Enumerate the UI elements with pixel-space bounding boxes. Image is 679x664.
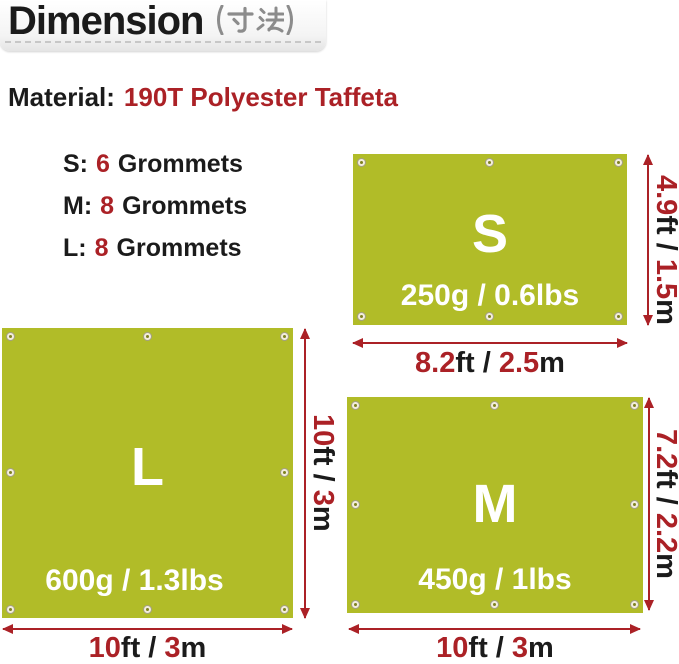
dim-unit: ft: [120, 632, 141, 664]
dim-number: 2.2: [650, 512, 679, 554]
grommet-icon: [614, 312, 623, 321]
row-text: Grommets: [117, 150, 243, 178]
s-width-label: 8.2ft / 2.5m: [353, 349, 627, 378]
grommet-icon: [280, 332, 289, 341]
s-height-arrow: [643, 154, 653, 326]
grommet-icon: [351, 500, 360, 509]
grommet-icon: [357, 158, 366, 167]
grommet-icon: [357, 312, 366, 321]
dim-number: 8.2: [415, 347, 456, 379]
grommet-icon: [630, 401, 639, 410]
m-height-label: 7.2ft / 2.2m: [650, 398, 679, 610]
dim-number: 3: [511, 632, 529, 664]
grommet-count-list: S: 6 Grommets M: 8 Grommets L: 8 Grommets: [63, 150, 247, 276]
s-height-label: 4.9ft / 1.5m: [650, 157, 679, 343]
dim-unit: m: [650, 299, 679, 325]
grommet-icon: [630, 600, 639, 609]
l-height-label: 10ft / 3m: [307, 328, 339, 618]
tarp-m-weight: 450g / 1lbs: [418, 563, 572, 596]
header-dashed-divider: [5, 41, 321, 43]
page-title: Dimension: [8, 0, 204, 43]
dim-separator: /: [474, 347, 499, 379]
grommet-icon: [485, 158, 494, 167]
grommet-icon: [485, 312, 494, 321]
dim-unit: ft: [455, 347, 475, 379]
tarp-l-weight: 600g / 1.3lbs: [45, 564, 224, 597]
dim-number: 3: [164, 632, 181, 664]
tarp-s-weight: 250g / 0.6lbs: [400, 279, 580, 312]
m-width-label: 10ft / 3m: [347, 634, 643, 663]
dim-unit: m: [180, 632, 207, 664]
grommet-icon: [6, 605, 15, 614]
grommet-row-l: L: 8 Grommets: [63, 234, 247, 276]
l-width-label: 10ft / 3m: [2, 634, 293, 663]
tarp-s-letter: S: [471, 204, 509, 264]
row-text: Grommets: [116, 234, 242, 262]
grommet-icon: [614, 158, 623, 167]
dim-separator: /: [650, 488, 679, 513]
row-count: 6: [96, 150, 110, 178]
row-size-label: L:: [63, 234, 87, 262]
grommet-icon: [630, 500, 639, 509]
grommet-row-m: M: 8 Grommets: [63, 192, 247, 234]
material-value: 190T Polyester Taffeta: [123, 82, 399, 112]
dim-number: 10: [88, 632, 121, 664]
grommet-icon: [6, 468, 15, 477]
s-width-arrow: [352, 338, 628, 348]
tarp-panel-s: S 250g / 0.6lbs: [353, 154, 627, 325]
dim-unit: ft: [650, 469, 679, 489]
tarp-l-letter: L: [131, 437, 164, 497]
material-line: Material: 190T Polyester Taffeta: [8, 82, 398, 113]
tarp-panel-l: L 600g / 1.3lbs: [2, 328, 293, 618]
material-label: Material:: [8, 82, 115, 112]
grommet-icon: [490, 401, 499, 410]
jp-open-paren-icon: [217, 5, 224, 35]
dim-number: 10: [307, 414, 339, 447]
dim-separator: /: [307, 465, 339, 490]
l-height-arrow: [300, 328, 310, 619]
page-title-row: Dimension: [8, 0, 299, 42]
jp-kanji-hou-icon: [256, 6, 285, 33]
dim-separator: /: [140, 632, 165, 664]
row-size-label: S:: [63, 150, 88, 178]
jp-close-paren-icon: [286, 5, 294, 35]
dim-unit: m: [650, 553, 679, 579]
row-text: Grommets: [122, 192, 248, 220]
grommet-icon: [142, 332, 152, 341]
row-size-label: M:: [63, 192, 93, 220]
grommet-icon: [6, 332, 15, 341]
grommet-icon: [490, 600, 499, 609]
m-height-arrow: [644, 397, 654, 611]
page-title-jp-icon: [211, 5, 299, 35]
dim-number: 3: [307, 489, 339, 507]
dim-unit: m: [528, 632, 554, 664]
grommet-icon: [142, 605, 152, 614]
dim-unit: m: [307, 506, 339, 532]
tarp-m-letter: M: [472, 474, 518, 534]
grommet-icon: [351, 401, 360, 410]
dim-unit: ft: [468, 632, 488, 664]
dim-unit: ft: [650, 215, 679, 235]
dim-separator: /: [650, 234, 679, 259]
tarp-panel-m: M 450g / 1lbs: [347, 397, 643, 613]
grommet-icon: [280, 468, 289, 477]
grommet-row-s: S: 6 Grommets: [63, 150, 247, 192]
dim-separator: /: [487, 632, 512, 664]
dim-number: 4.9: [650, 175, 679, 216]
dim-unit: m: [539, 347, 565, 379]
l-width-arrow: [2, 624, 293, 634]
dim-number: 10: [436, 632, 469, 664]
dim-number: 1.5: [650, 258, 679, 300]
dim-number: 7.2: [650, 429, 679, 470]
row-count: 8: [94, 234, 109, 262]
jp-kanji-sun-icon: [227, 6, 255, 33]
dim-unit: ft: [307, 446, 339, 466]
row-count: 8: [100, 192, 115, 220]
grommet-icon: [280, 605, 289, 614]
dim-number: 2.5: [498, 347, 540, 379]
m-width-arrow: [348, 624, 641, 634]
grommet-icon: [351, 600, 360, 609]
